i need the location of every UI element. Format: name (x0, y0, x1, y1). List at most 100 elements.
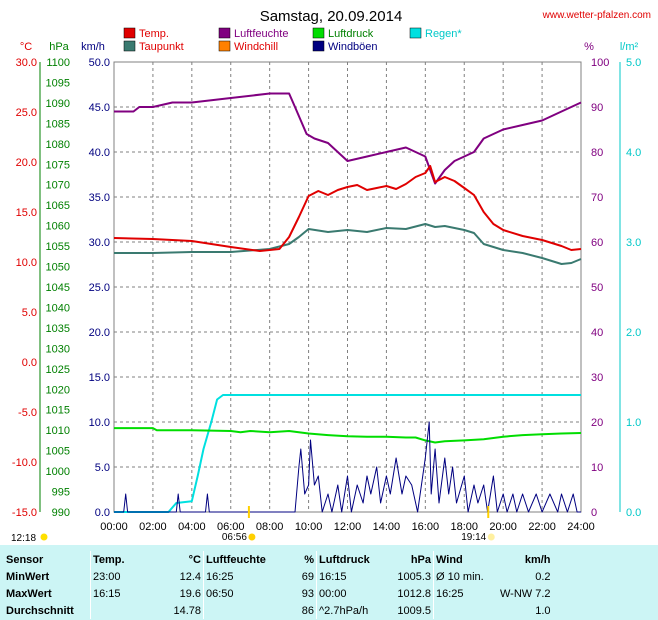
stats-wind-value: 0.2 (535, 570, 551, 583)
y-tick-pressure: 1095 (46, 77, 70, 89)
stats-temp-value: 19.6 (179, 587, 201, 600)
y-tick-pressure: 1060 (46, 221, 70, 233)
stats-temp-time (90, 602, 145, 619)
stats-header-row: Sensor Temp. °C Luftfeuchte % Luftdruck … (4, 551, 553, 568)
stats-temp-time: 23:00 (90, 568, 145, 585)
stats-row-label: MaxWert (6, 587, 52, 600)
series-line-temp (113, 165, 582, 252)
x-tick-label: 20:00 (489, 521, 517, 533)
stats-header-pressure: Luftdruck (316, 551, 381, 568)
sunrise-time: 06:56 (222, 532, 247, 543)
y-tick-wind: 15.0 (89, 372, 110, 384)
y-tick-humidity: 80 (591, 147, 603, 159)
x-axis: 00:00 02:00 04:00 06:00 08:00 10:00 12:00 14:00… (100, 521, 595, 533)
y-tick-pressure: 1055 (46, 241, 70, 253)
legend-label: Temp. (139, 28, 169, 40)
y-tick-pressure: 990 (52, 507, 70, 519)
legend-label: Regen* (425, 28, 462, 40)
stats-pressure-value: 1009.5 (397, 604, 431, 617)
y-tick-wind: 50.0 (89, 57, 110, 69)
y-tick-wind: 40.0 (89, 147, 110, 159)
stats-wind-time (433, 602, 498, 619)
unit-wind: km/h (81, 41, 105, 53)
source-link[interactable]: www.wetter-pfalzen.com (542, 10, 651, 21)
moonrise-time: 12:18 (11, 533, 36, 544)
series-line-luftdruck (114, 427, 582, 444)
y-tick-pressure: 1040 (46, 302, 70, 314)
statistics-panel: Sensor Temp. °C Luftfeuchte % Luftdruck … (0, 545, 658, 620)
y-tick-rain: 3.0 (626, 237, 641, 249)
y-tick-wind: 20.0 (89, 327, 110, 339)
stats-row-min: MinWert 23:00 12.4 16:25 69 16:15 1005.3… (4, 568, 553, 585)
stats-header-humidity: Luftfeuchte (203, 551, 290, 568)
legend-label: Luftdruck (328, 28, 374, 40)
y-tick-temp: -15.0 (12, 507, 37, 519)
statistics-table: Sensor Temp. °C Luftfeuchte % Luftdruck … (4, 551, 553, 619)
y-tick-temp: 25.0 (16, 107, 37, 119)
y-tick-pressure: 1065 (46, 200, 70, 212)
y-tick-temp: 20.0 (16, 157, 37, 169)
stats-header-temp-unit: °C (188, 553, 201, 566)
axis-units: °C hPa km/h% l/m² (20, 41, 639, 53)
series-line-regen (114, 394, 581, 513)
x-tick-label: 06:00 (217, 521, 245, 533)
y-tick-pressure: 995 (52, 487, 70, 499)
sunset-time: 19:14 (461, 532, 486, 543)
y-tick-temp: 10.0 (16, 257, 37, 269)
y-tick-humidity: 20 (591, 417, 603, 429)
y-tick-wind: 25.0 (89, 282, 110, 294)
weather-chart: Samstag, 20.09.2014 www.wetter-pfalzen.c… (11, 8, 651, 544)
stats-temp-value: 14.78 (173, 604, 201, 617)
y-tick-pressure: 1100 (46, 57, 70, 69)
legend-label: Luftfeuchte (234, 28, 288, 40)
stats-row-average: Durchschnitt 14.78 86 ^2.7hPa/h 1009.5 1… (4, 602, 553, 619)
y-tick-pressure: 1085 (46, 118, 70, 130)
y-tick-pressure: 1050 (46, 262, 70, 274)
stats-wind-value: 1.0 (535, 604, 551, 617)
stats-humidity-value: 86 (301, 604, 314, 617)
y-tick-pressure: 1025 (46, 364, 70, 376)
x-tick-label: 02:00 (139, 521, 167, 533)
stats-wind-time: Ø 10 min. (433, 568, 498, 585)
y-tick-wind: 35.0 (89, 192, 110, 204)
sun-icon (487, 533, 495, 541)
stats-pressure-value: 1005.3 (397, 570, 431, 583)
y-tick-humidity: 0 (591, 507, 597, 519)
moon-icon (40, 533, 48, 541)
y-tick-wind: 30.0 (89, 237, 110, 249)
x-tick-label: 16:00 (412, 521, 440, 533)
unit-humidity: % (584, 41, 594, 53)
y-tick-pressure: 1020 (46, 384, 70, 396)
y-tick-pressure: 1045 (46, 282, 70, 294)
y-tick-temp: -5.0 (18, 407, 37, 419)
y-tick-humidity: 30 (591, 372, 603, 384)
series-lines (113, 92, 582, 513)
y-tick-humidity: 90 (591, 102, 603, 114)
y-tick-humidity: 70 (591, 192, 603, 204)
y-tick-pressure: 1075 (46, 159, 70, 171)
legend-swatch (312, 27, 325, 39)
stats-header-sensor: Sensor (6, 553, 44, 566)
stats-header-temp: Temp. (90, 551, 145, 568)
stats-pressure-time: 16:15 (316, 568, 381, 585)
y-tick-wind: 5.0 (95, 462, 110, 474)
x-tick-label: 08:00 (256, 521, 284, 533)
chart-title: Samstag, 20.09.2014 (260, 8, 403, 25)
stats-pressure-time: ^2.7hPa/h (316, 602, 381, 619)
stats-humidity-value: 93 (301, 587, 314, 600)
x-tick-label: 14:00 (373, 521, 401, 533)
x-tick-label: 00:00 (100, 521, 128, 533)
x-tick-label: 04:00 (178, 521, 206, 533)
stats-temp-time: 16:15 (90, 585, 145, 602)
y-tick-temp: 5.0 (22, 307, 37, 319)
y-tick-temp: 30.0 (16, 57, 37, 69)
stats-header-pressure-unit: hPa (410, 553, 431, 566)
y-tick-pressure: 1015 (46, 405, 70, 417)
stats-row-label: Durchschnitt (6, 604, 74, 617)
y-tick-humidity: 50 (591, 282, 603, 294)
series-line-windben (114, 421, 581, 513)
stats-wind-value: W-NW 7.2 (500, 587, 551, 600)
stats-header-wind-unit: km/h (524, 553, 551, 566)
legend-swatch (123, 27, 136, 39)
y-tick-pressure: 1035 (46, 323, 70, 335)
